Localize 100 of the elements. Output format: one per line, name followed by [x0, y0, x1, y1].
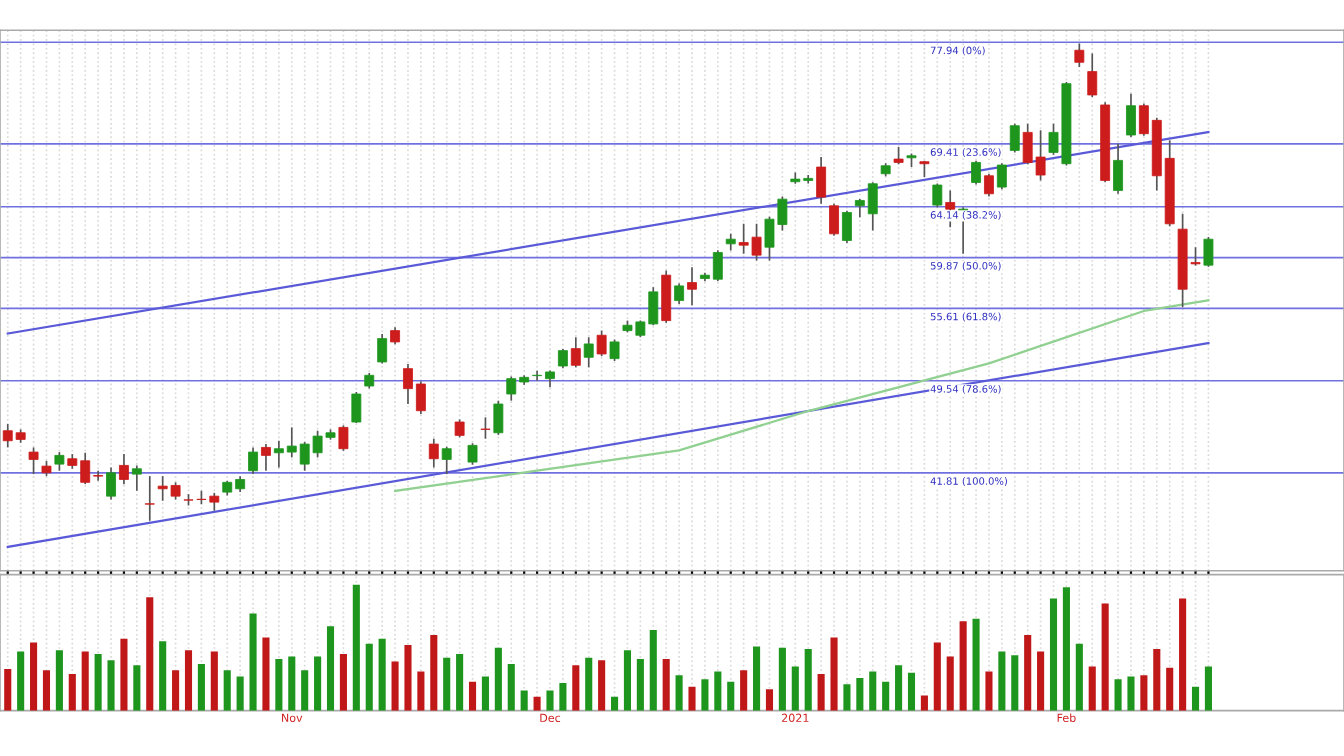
bar	[972, 618, 980, 711]
candlestick	[984, 173, 994, 198]
bar	[236, 676, 244, 711]
bar	[1075, 643, 1083, 711]
candlestick	[596, 329, 607, 358]
bar	[701, 679, 709, 711]
bar	[895, 665, 903, 711]
bar	[133, 665, 141, 711]
bar	[623, 650, 632, 711]
bar	[301, 670, 309, 711]
bar	[1088, 666, 1096, 711]
bar	[856, 677, 864, 711]
candlestick	[480, 416, 491, 440]
bar	[417, 671, 425, 711]
candlestick	[377, 333, 388, 365]
bar	[920, 695, 928, 711]
bar	[688, 686, 696, 711]
bar	[830, 637, 838, 711]
bar	[1191, 686, 1200, 711]
bar	[339, 653, 347, 711]
bar	[753, 646, 761, 711]
bar	[572, 665, 580, 711]
bar	[68, 674, 76, 711]
candlestick	[1113, 142, 1123, 195]
bar	[727, 681, 735, 711]
candlestick	[261, 443, 271, 472]
candlestick	[996, 162, 1007, 191]
bar	[120, 638, 128, 711]
bar	[946, 656, 954, 711]
bar	[1037, 651, 1045, 711]
bar	[765, 689, 774, 711]
bar	[288, 656, 296, 711]
bar	[94, 653, 102, 711]
bar	[598, 660, 606, 711]
candlestick	[441, 445, 452, 475]
bar	[443, 657, 451, 711]
bar	[107, 660, 115, 711]
candlestick	[1074, 42, 1085, 68]
bar	[197, 664, 205, 711]
bar	[1024, 635, 1032, 711]
bar	[985, 671, 993, 711]
candlestick	[248, 446, 258, 475]
bar	[843, 684, 851, 711]
candlestick	[609, 338, 620, 362]
bar	[352, 584, 360, 711]
bar	[262, 637, 270, 711]
bar	[869, 671, 877, 711]
bar	[933, 642, 941, 711]
candlestick	[351, 391, 362, 424]
bar	[184, 650, 193, 711]
bar	[1062, 587, 1070, 711]
candlestick	[842, 209, 852, 244]
bar	[159, 641, 167, 711]
bar	[17, 651, 25, 711]
candlestick	[131, 464, 142, 492]
bar	[223, 670, 231, 711]
bar	[275, 658, 283, 711]
candlestick	[687, 266, 697, 307]
bar	[42, 670, 51, 711]
candlestick	[1087, 52, 1098, 98]
bar	[1179, 598, 1187, 711]
bar	[210, 651, 218, 711]
bar	[326, 626, 335, 711]
candlestick	[816, 156, 827, 205]
bar	[494, 647, 502, 711]
bar	[146, 597, 154, 711]
bar	[804, 648, 812, 711]
bar	[404, 645, 412, 711]
candlestick	[144, 475, 155, 522]
bar	[314, 656, 322, 711]
bar	[1140, 675, 1148, 711]
bar	[546, 690, 554, 711]
candlestick	[971, 159, 981, 186]
candlestick	[493, 399, 504, 436]
bar	[882, 681, 890, 711]
bar	[585, 657, 593, 711]
candlestick	[583, 336, 594, 369]
bar	[378, 638, 386, 711]
bar	[1101, 603, 1109, 711]
candlestick	[661, 269, 672, 324]
bar	[4, 669, 12, 711]
bar	[1153, 648, 1161, 711]
bar	[533, 696, 541, 711]
candlestick	[1126, 92, 1136, 138]
bar	[430, 635, 438, 711]
bar	[636, 658, 644, 711]
candlestick	[428, 437, 439, 469]
candlestick	[557, 348, 568, 369]
bar	[30, 642, 38, 711]
bar	[714, 671, 722, 711]
candlestick	[467, 442, 478, 466]
bar	[559, 682, 567, 711]
candlestick	[674, 282, 685, 305]
bar	[611, 696, 619, 711]
candlestick	[106, 466, 116, 501]
candlestick	[1009, 122, 1020, 154]
bar	[1049, 598, 1058, 711]
bar	[520, 690, 528, 711]
bar	[365, 643, 373, 711]
bar	[391, 661, 399, 711]
